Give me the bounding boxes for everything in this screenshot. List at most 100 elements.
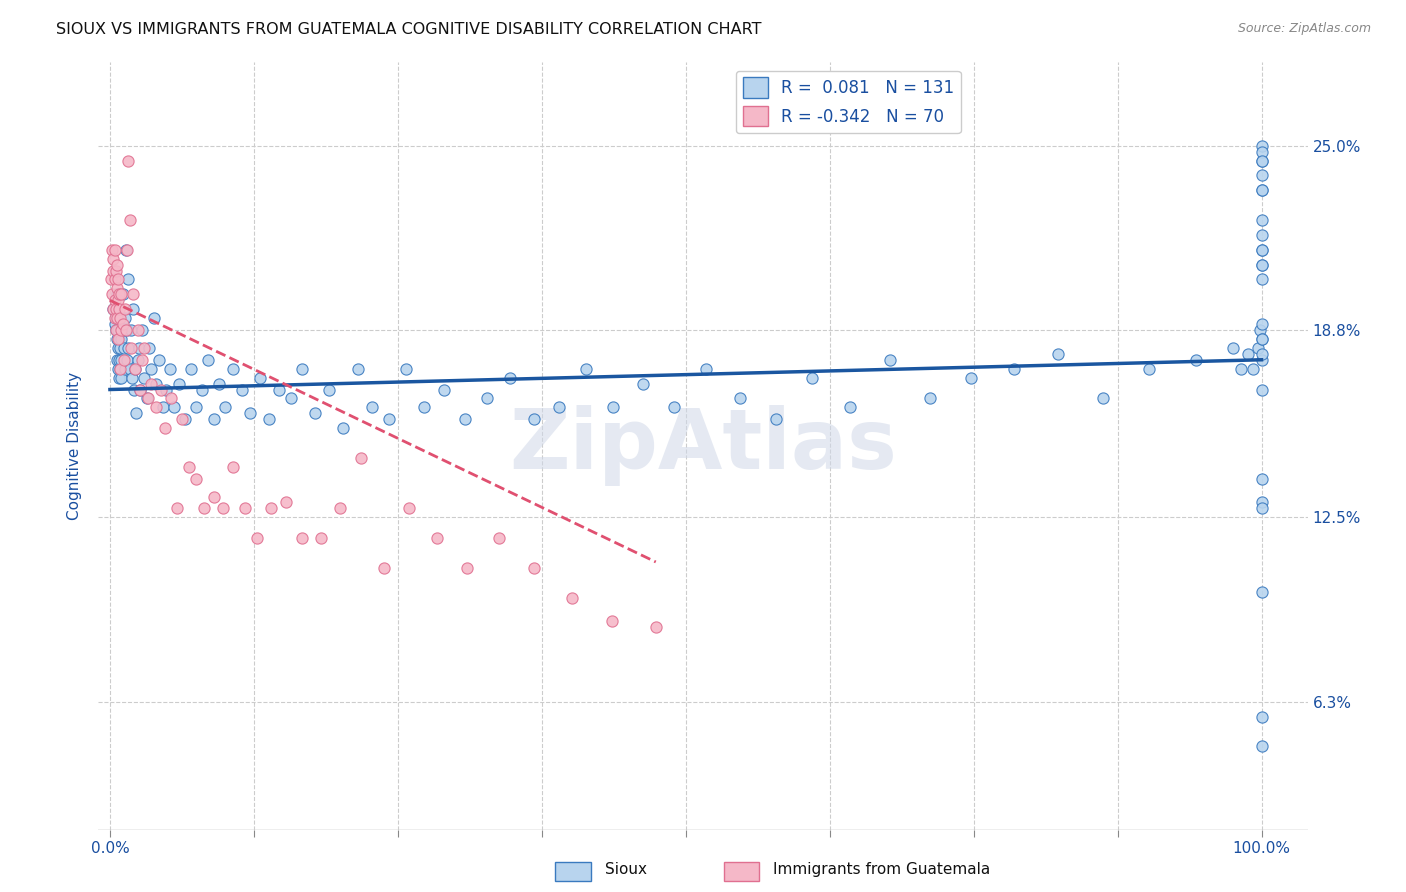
Point	[1091, 392, 1114, 406]
Point	[1250, 243, 1272, 257]
Point	[249, 370, 271, 384]
Point	[1250, 383, 1272, 397]
Point	[214, 401, 236, 415]
Point	[115, 352, 138, 367]
Point	[127, 323, 149, 337]
Point	[332, 421, 354, 435]
Point	[1250, 145, 1272, 159]
Point	[105, 352, 128, 367]
Point	[695, 361, 717, 376]
Point	[1250, 501, 1272, 516]
Point	[1250, 332, 1272, 346]
Point	[128, 341, 150, 355]
Legend: R =  0.081   N = 131, R = -0.342   N = 70: R = 0.081 N = 131, R = -0.342 N = 70	[735, 70, 960, 133]
Point	[269, 383, 291, 397]
Point	[105, 287, 128, 301]
Y-axis label: Cognitive Disability: Cognitive Disability	[67, 372, 83, 520]
Point	[1250, 243, 1272, 257]
Point	[1247, 341, 1270, 355]
Point	[108, 287, 131, 301]
Point	[1046, 347, 1069, 361]
Point	[398, 501, 420, 516]
Point	[142, 311, 165, 326]
Point	[103, 302, 125, 317]
Point	[104, 323, 127, 337]
Point	[159, 361, 181, 376]
Point	[124, 361, 146, 376]
Point	[602, 401, 624, 415]
Point	[728, 392, 751, 406]
Point	[631, 376, 654, 391]
Point	[1250, 153, 1272, 168]
Point	[110, 332, 132, 346]
Point	[155, 421, 177, 435]
Text: Immigrants from Guatemala: Immigrants from Guatemala	[773, 863, 991, 877]
Text: ZipAtlas: ZipAtlas	[509, 406, 897, 486]
Point	[309, 531, 332, 545]
Point	[112, 323, 135, 337]
Text: Source: ZipAtlas.com: Source: ZipAtlas.com	[1237, 22, 1371, 36]
Point	[115, 243, 138, 257]
Point	[1250, 352, 1272, 367]
Point	[108, 332, 131, 346]
Point	[104, 302, 127, 317]
Point	[110, 341, 132, 355]
Point	[105, 258, 128, 272]
Point	[318, 383, 340, 397]
Point	[117, 341, 139, 355]
Point	[103, 302, 125, 317]
Point	[208, 376, 231, 391]
Point	[173, 412, 195, 426]
Point	[475, 392, 498, 406]
Point	[377, 412, 399, 426]
Point	[105, 332, 128, 346]
Point	[239, 406, 262, 420]
Point	[105, 311, 128, 326]
Point	[801, 370, 824, 384]
Point	[128, 383, 150, 397]
Point	[329, 501, 352, 516]
Point	[1250, 213, 1272, 227]
Point	[1185, 352, 1208, 367]
Point	[1250, 183, 1272, 197]
Text: Sioux: Sioux	[605, 863, 647, 877]
Point	[141, 361, 163, 376]
Point	[107, 361, 129, 376]
Point	[548, 401, 571, 415]
Point	[108, 352, 131, 367]
Point	[103, 252, 125, 266]
Point	[167, 376, 190, 391]
Point	[148, 352, 170, 367]
Point	[1250, 258, 1272, 272]
Point	[172, 412, 194, 426]
Point	[110, 352, 132, 367]
Point	[104, 323, 127, 337]
Text: SIOUX VS IMMIGRANTS FROM GUATEMALA COGNITIVE DISABILITY CORRELATION CHART: SIOUX VS IMMIGRANTS FROM GUATEMALA COGNI…	[56, 22, 762, 37]
Point	[122, 302, 145, 317]
Point	[664, 401, 686, 415]
Point	[141, 376, 163, 391]
Point	[114, 361, 136, 376]
Point	[246, 531, 269, 545]
Point	[107, 311, 129, 326]
Point	[186, 401, 208, 415]
Point	[193, 501, 215, 516]
Point	[120, 341, 142, 355]
Point	[1243, 361, 1265, 376]
Point	[186, 472, 208, 486]
Point	[1250, 169, 1272, 183]
Point	[103, 311, 125, 326]
Point	[1250, 332, 1272, 346]
Point	[120, 323, 142, 337]
Point	[180, 361, 202, 376]
Point	[103, 263, 125, 277]
Point	[108, 302, 131, 317]
Point	[1250, 138, 1272, 153]
Point	[197, 352, 219, 367]
Point	[101, 243, 124, 257]
Point	[103, 293, 125, 308]
Point	[291, 531, 314, 545]
Point	[280, 392, 302, 406]
Point	[291, 361, 314, 376]
Point	[149, 383, 172, 397]
